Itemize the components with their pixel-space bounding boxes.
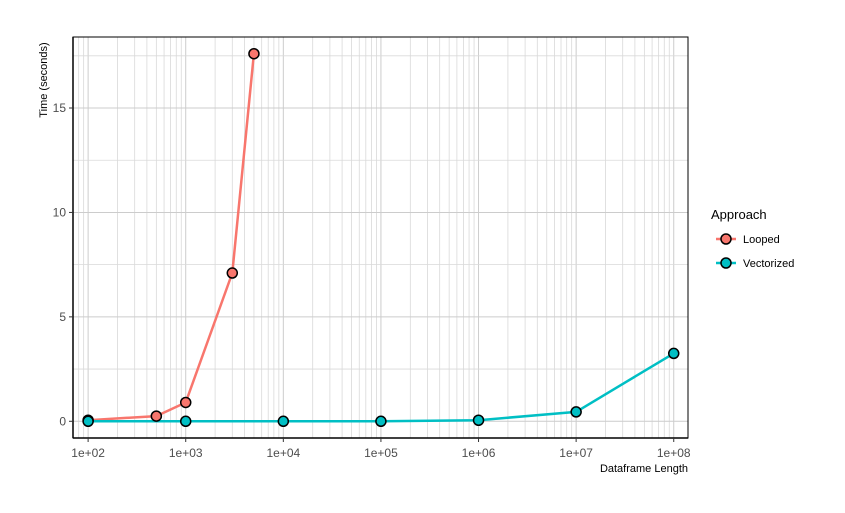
legend-label: Looped: [743, 234, 780, 246]
x-tick-label: 1e+07: [559, 446, 593, 460]
data-point-vectorized: [179, 415, 192, 428]
y-axis-title: Time (seconds): [38, 42, 50, 117]
x-tick-label: 1e+08: [657, 446, 691, 460]
x-tick-label: 1e+06: [462, 446, 496, 460]
data-point-vectorized: [82, 415, 94, 428]
x-axis-ticks: 1e+02 1e+03 1e+04 1e+05 1e+06 1e+07 1e+08: [71, 438, 691, 460]
data-point-looped: [248, 47, 260, 60]
data-point-vectorized: [570, 406, 582, 418]
grid: [72, 37, 688, 438]
x-axis-title: Dataframe Length: [600, 463, 688, 475]
y-tick-label: 0: [59, 414, 66, 428]
legend-item-looped: Looped: [716, 233, 780, 246]
y-tick-label: 5: [59, 310, 66, 324]
series-layer: [82, 47, 680, 428]
y-axis-ticks: 0 5 10 15: [53, 101, 73, 428]
data-point-vectorized: [375, 415, 387, 428]
data-point-vectorized: [277, 415, 290, 428]
data-point-vectorized: [472, 414, 485, 426]
legend-title: Approach: [711, 207, 767, 222]
legend-key-marker: [720, 233, 732, 245]
x-tick-label: 1e+05: [364, 446, 398, 460]
legend: Approach Looped Vectorized: [711, 207, 794, 270]
legend-item-vectorized: Vectorized: [716, 257, 794, 270]
x-tick-label: 1e+02: [71, 446, 105, 460]
data-point-vectorized: [667, 347, 680, 360]
y-tick-label: 15: [53, 101, 67, 115]
data-point-looped: [150, 410, 163, 422]
data-point-looped: [179, 396, 192, 409]
data-point-looped: [226, 267, 239, 279]
x-tick-label: 1e+03: [169, 446, 203, 460]
y-tick-label: 10: [53, 205, 67, 219]
legend-label: Vectorized: [743, 258, 794, 270]
x-tick-label: 1e+04: [266, 446, 300, 460]
legend-key-marker: [720, 257, 732, 269]
